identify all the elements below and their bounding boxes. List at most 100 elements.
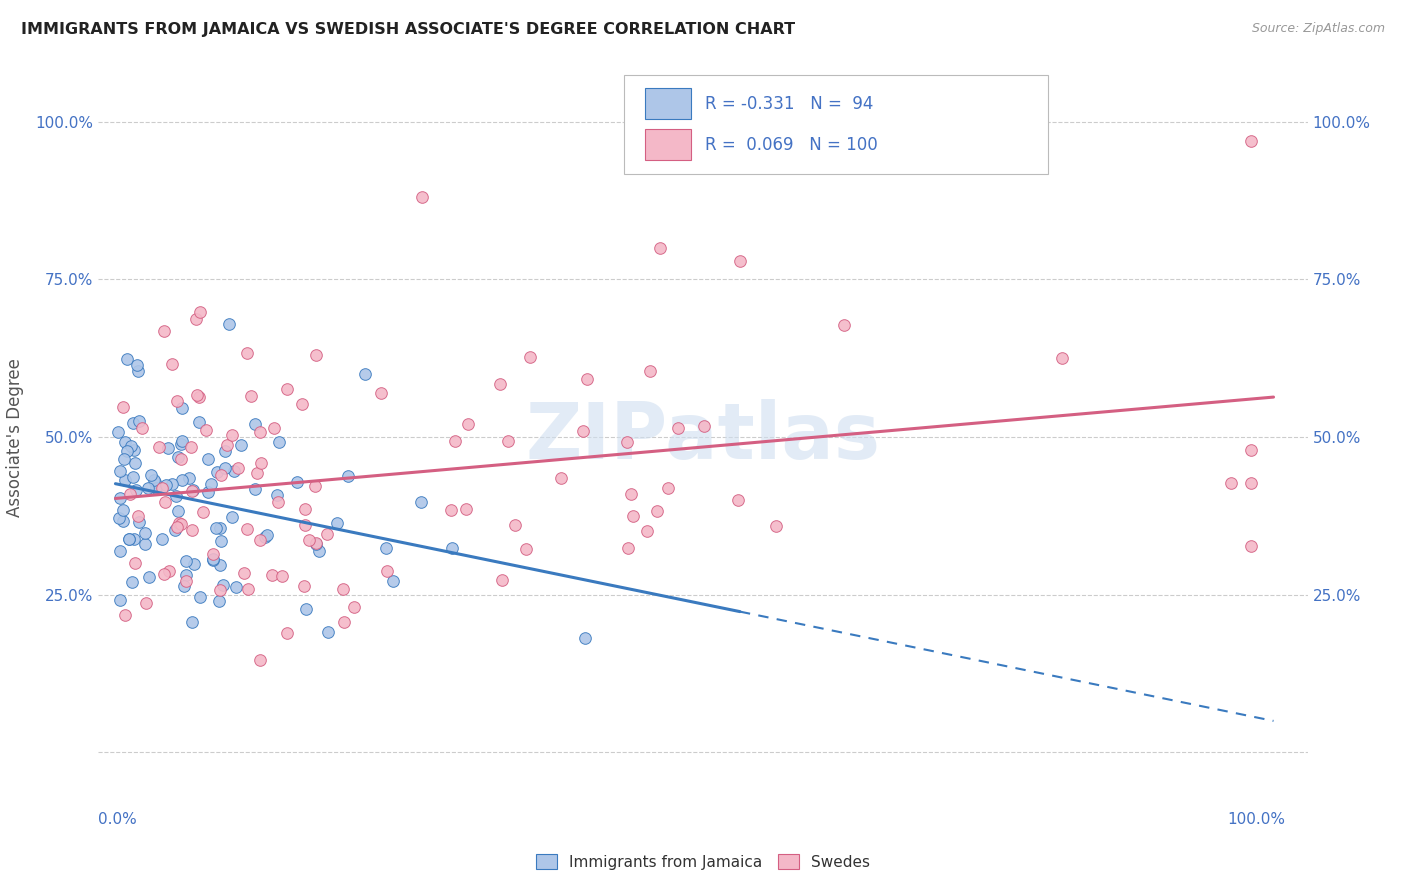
Point <box>236 346 259 360</box>
Point <box>197 452 219 467</box>
Point <box>316 527 339 541</box>
Point <box>266 488 288 502</box>
Point <box>108 543 131 558</box>
Point <box>118 532 141 546</box>
Point <box>260 568 283 582</box>
Y-axis label: Associate's Degree: Associate's Degree <box>7 358 24 516</box>
Point <box>333 615 356 630</box>
Point <box>456 501 478 516</box>
Point <box>209 558 232 572</box>
Point <box>440 541 463 555</box>
Point <box>575 372 598 386</box>
Point <box>765 519 787 533</box>
Point <box>657 481 679 495</box>
Point <box>124 456 146 470</box>
Point <box>650 241 672 255</box>
Text: Source: ZipAtlas.com: Source: ZipAtlas.com <box>1251 22 1385 36</box>
Point <box>295 602 318 616</box>
Point <box>693 418 716 433</box>
Point <box>155 478 177 492</box>
Point <box>153 324 176 338</box>
Point <box>112 514 135 528</box>
Point <box>305 536 328 550</box>
Point <box>188 415 211 429</box>
Point <box>267 495 290 509</box>
Point <box>165 490 187 504</box>
Point <box>214 461 236 475</box>
Point <box>145 481 167 495</box>
Point <box>616 541 638 555</box>
Point <box>304 478 326 492</box>
Point <box>240 389 263 403</box>
Point <box>236 522 259 536</box>
Point <box>208 582 231 597</box>
Point <box>294 518 316 533</box>
Point <box>623 509 645 524</box>
Point <box>343 600 366 615</box>
Point <box>183 558 205 572</box>
Point <box>292 579 315 593</box>
Point <box>200 477 222 491</box>
Point <box>202 552 225 566</box>
Point <box>108 593 131 607</box>
Point <box>127 364 149 378</box>
Point <box>215 437 238 451</box>
Point <box>243 482 266 496</box>
Point <box>316 625 339 640</box>
Point <box>188 305 211 319</box>
Point <box>645 503 668 517</box>
Point <box>249 653 271 667</box>
Point <box>249 425 271 439</box>
Point <box>142 473 165 487</box>
Point <box>249 533 271 547</box>
Point <box>114 608 136 623</box>
Point <box>246 466 269 480</box>
Point <box>305 348 328 362</box>
Point <box>131 421 153 435</box>
Point <box>572 425 595 439</box>
Point <box>157 441 180 455</box>
Point <box>193 505 215 519</box>
Point <box>832 318 855 332</box>
Point <box>121 416 143 430</box>
Point <box>411 495 433 509</box>
Point <box>727 492 749 507</box>
Point <box>491 573 513 587</box>
Point <box>115 444 138 458</box>
Point <box>114 434 136 449</box>
Point <box>229 438 252 452</box>
Point <box>110 491 132 506</box>
Point <box>574 631 596 645</box>
Point <box>176 568 198 582</box>
Point <box>440 503 463 517</box>
Point <box>1240 443 1263 458</box>
Text: 0.0%: 0.0% <box>98 813 138 827</box>
Point <box>256 528 278 542</box>
Point <box>209 534 232 549</box>
Point <box>276 626 298 640</box>
Point <box>122 532 145 546</box>
Point <box>267 435 290 450</box>
Text: IMMIGRANTS FROM JAMAICA VS SWEDISH ASSOCIATE'S DEGREE CORRELATION CHART: IMMIGRANTS FROM JAMAICA VS SWEDISH ASSOC… <box>21 22 796 37</box>
Point <box>287 475 309 489</box>
Point <box>135 596 157 610</box>
Point <box>187 390 209 404</box>
Point <box>124 556 146 570</box>
Point <box>195 423 218 437</box>
Point <box>127 509 149 524</box>
Point <box>181 523 204 537</box>
Point <box>120 439 142 453</box>
Point <box>332 582 354 597</box>
Point <box>180 440 202 454</box>
Point <box>125 358 148 372</box>
Point <box>197 485 219 500</box>
Point <box>125 483 148 498</box>
FancyBboxPatch shape <box>624 75 1047 174</box>
Point <box>291 397 314 411</box>
Point <box>115 351 138 366</box>
Point <box>174 574 197 588</box>
Point <box>186 388 208 402</box>
Point <box>218 317 240 331</box>
Point <box>118 532 141 546</box>
Point <box>120 487 142 501</box>
